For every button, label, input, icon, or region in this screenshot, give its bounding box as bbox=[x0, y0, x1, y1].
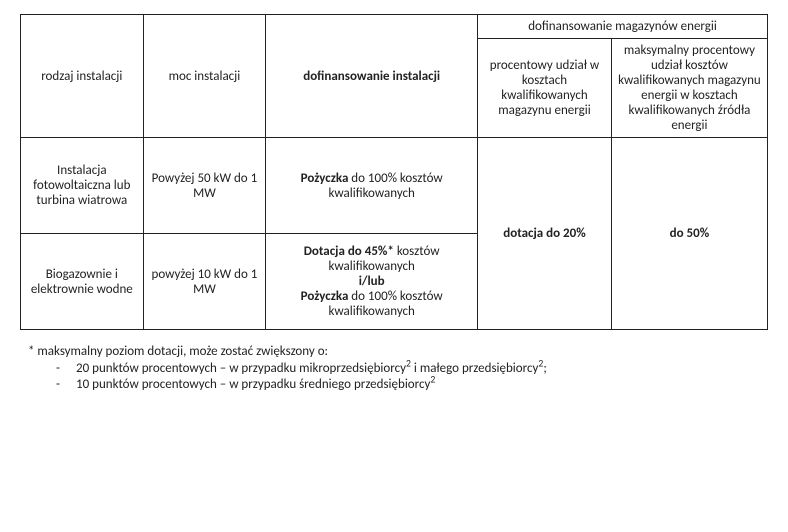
header-installation-type: rodzaj instalacji bbox=[21, 15, 144, 138]
footnote-list: 20 punktów procentowych – w przypadku mi… bbox=[56, 361, 768, 392]
cell-storage-max-text: do 50% bbox=[670, 226, 710, 241]
cell-installation-type: Instalacja fotowoltaiczna lub turbina wi… bbox=[21, 138, 144, 234]
footnote-tail: ; bbox=[543, 361, 546, 376]
cell-storage-share-text: dotacja do 20% bbox=[503, 226, 585, 241]
footnote-item: 10 punktów procentowych – w przypadku śr… bbox=[56, 377, 768, 392]
header-installation-power: moc instalacji bbox=[143, 15, 266, 138]
header-storage-percent-share: procentowy udział w kosztach kwalifikowa… bbox=[478, 39, 612, 138]
footnote-block: * maksymalny poziom dotacji, może zostać… bbox=[28, 344, 768, 392]
footnote-sup: 2 bbox=[430, 374, 435, 386]
footnote-text: 20 punktów procentowych – w przypadku mi… bbox=[76, 361, 406, 376]
cell-funding-bold: Dotacja do 45%* bbox=[304, 244, 394, 259]
cell-installation-power: powyżej 10 kW do 1 MW bbox=[143, 234, 266, 330]
cell-storage-percent-share: dotacja do 20% bbox=[478, 138, 612, 330]
cell-funding-bold2: Pożyczka bbox=[301, 289, 349, 304]
cell-funding-mid: i/lub bbox=[359, 274, 385, 289]
cell-installation-type: Biogazownie i elektrownie wodne bbox=[21, 234, 144, 330]
footnote-item: 20 punktów procentowych – w przypadku mi… bbox=[56, 361, 768, 376]
footnote-text: 10 punktów procentowych – w przypadku śr… bbox=[76, 377, 430, 392]
cell-storage-max-percent: do 50% bbox=[611, 138, 767, 330]
cell-funding-bold: Pożyczka bbox=[301, 171, 349, 186]
header-installation-funding: dofinansowanie instalacji bbox=[266, 15, 478, 138]
cell-installation-funding: Dotacja do 45%* kosztów kwalifikowanych … bbox=[266, 234, 478, 330]
table-row: Instalacja fotowoltaiczna lub turbina wi… bbox=[21, 138, 768, 234]
funding-table: rodzaj instalacji moc instalacji dofinan… bbox=[20, 14, 768, 330]
footnote-lead: * maksymalny poziom dotacji, może zostać… bbox=[28, 344, 768, 359]
header-storage-max-percent: maksymalny procentowy udział kosztów kwa… bbox=[611, 39, 767, 138]
cell-installation-funding: Pożyczka do 100% kosztów kwalifikowanych bbox=[266, 138, 478, 234]
cell-installation-power: Powyżej 50 kW do 1 MW bbox=[143, 138, 266, 234]
header-storage-funding-span: dofinansowanie magazynów energii bbox=[478, 15, 768, 39]
